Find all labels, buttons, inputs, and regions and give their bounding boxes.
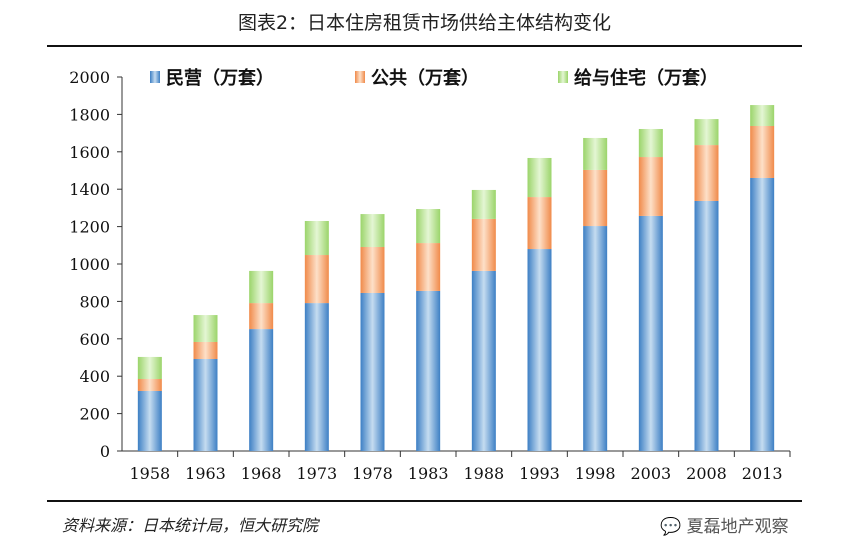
bar-1963-series-1 [193, 341, 218, 359]
watermark: 💬 夏磊地产观察 [660, 512, 789, 537]
x-tick-label: 1993 [519, 464, 560, 483]
bar-1978-series-1 [360, 246, 385, 293]
bar-1973-series-2 [304, 220, 329, 256]
bar-1983-series-2 [416, 209, 441, 244]
bar-1968-series-2 [249, 270, 274, 304]
y-tick-label: 1400 [69, 180, 110, 199]
bar-2008-series-1 [694, 145, 719, 201]
x-tick-label: 2003 [630, 464, 671, 483]
x-tick-label: 2008 [686, 464, 727, 483]
bar-2003-series-1 [638, 157, 663, 216]
legend-label: 给与住宅（万套） [574, 67, 718, 89]
bar-2008-series-0 [694, 200, 719, 451]
bar-1983-series-1 [416, 243, 441, 291]
legend-swatch [355, 71, 365, 83]
x-tick-label: 1958 [129, 464, 170, 483]
bar-1998-series-1 [583, 169, 608, 227]
bar-2013-series-0 [750, 177, 775, 452]
bar-1973-series-0 [304, 303, 329, 451]
bar-1958-series-0 [137, 390, 162, 451]
bar-1988-series-0 [471, 270, 496, 451]
bar-2003-series-2 [638, 128, 663, 158]
x-tick-label: 1963 [185, 464, 226, 483]
y-tick-label: 0 [100, 442, 110, 461]
chart-title: 图表2：日本住房租赁市场供给主体结构变化 [237, 12, 612, 34]
wechat-icon: 💬 [660, 517, 682, 537]
bar-1963-series-0 [193, 358, 218, 451]
bar-2013-series-2 [750, 105, 775, 126]
bar-1983-series-0 [416, 290, 441, 451]
source-note: 资料来源：日本统计局，恒大研究院 [62, 516, 319, 535]
bar-2013-series-1 [750, 125, 775, 178]
bar-1993-series-1 [527, 197, 552, 250]
y-tick-label: 1800 [69, 105, 110, 124]
bottom-rule [47, 500, 802, 502]
bar-1968-series-0 [249, 329, 274, 451]
y-tick-label: 600 [79, 330, 110, 349]
x-tick-label: 1968 [241, 464, 282, 483]
legend-swatch [150, 71, 160, 83]
y-tick-label: 800 [79, 292, 110, 311]
bar-1973-series-1 [304, 255, 329, 304]
legend-swatch [558, 71, 568, 83]
x-tick-label: 1998 [575, 464, 616, 483]
bar-1978-series-2 [360, 214, 385, 247]
x-tick-label: 2013 [742, 464, 783, 483]
bar-2003-series-0 [638, 215, 663, 451]
y-tick-label: 1600 [69, 143, 110, 162]
bar-1988-series-1 [471, 218, 496, 271]
bar-1958-series-1 [137, 379, 162, 391]
bar-1998-series-0 [583, 226, 608, 451]
watermark-text: 夏磊地产观察 [686, 517, 789, 537]
y-tick-label: 200 [79, 405, 110, 424]
top-rule [47, 45, 802, 47]
stacked-bar-chart: 0 200 400 600 800 1000 1200 1400 1600 1800 2000 195… [69, 67, 791, 483]
y-tick-label: 1200 [69, 218, 110, 237]
y-tick-label: 1000 [69, 255, 110, 274]
bar-1958-series-2 [137, 356, 162, 380]
bar-1988-series-2 [471, 189, 496, 219]
x-tick-label: 1978 [352, 464, 393, 483]
x-tick-label: 1973 [296, 464, 337, 483]
y-tick-label: 400 [79, 367, 110, 386]
bar-2008-series-2 [694, 119, 719, 146]
x-tick-label: 1983 [408, 464, 449, 483]
bar-1993-series-2 [527, 157, 552, 198]
x-tick-label: 1988 [463, 464, 504, 483]
y-tick-label: 2000 [69, 68, 110, 87]
bar-1993-series-0 [527, 249, 552, 451]
bar-1968-series-1 [249, 303, 274, 330]
bar-1998-series-2 [583, 137, 608, 170]
bar-1963-series-2 [193, 315, 218, 342]
legend-label: 公共（万套） [371, 67, 479, 89]
bar-1978-series-0 [360, 292, 385, 451]
legend-label: 民营（万套） [166, 67, 274, 89]
